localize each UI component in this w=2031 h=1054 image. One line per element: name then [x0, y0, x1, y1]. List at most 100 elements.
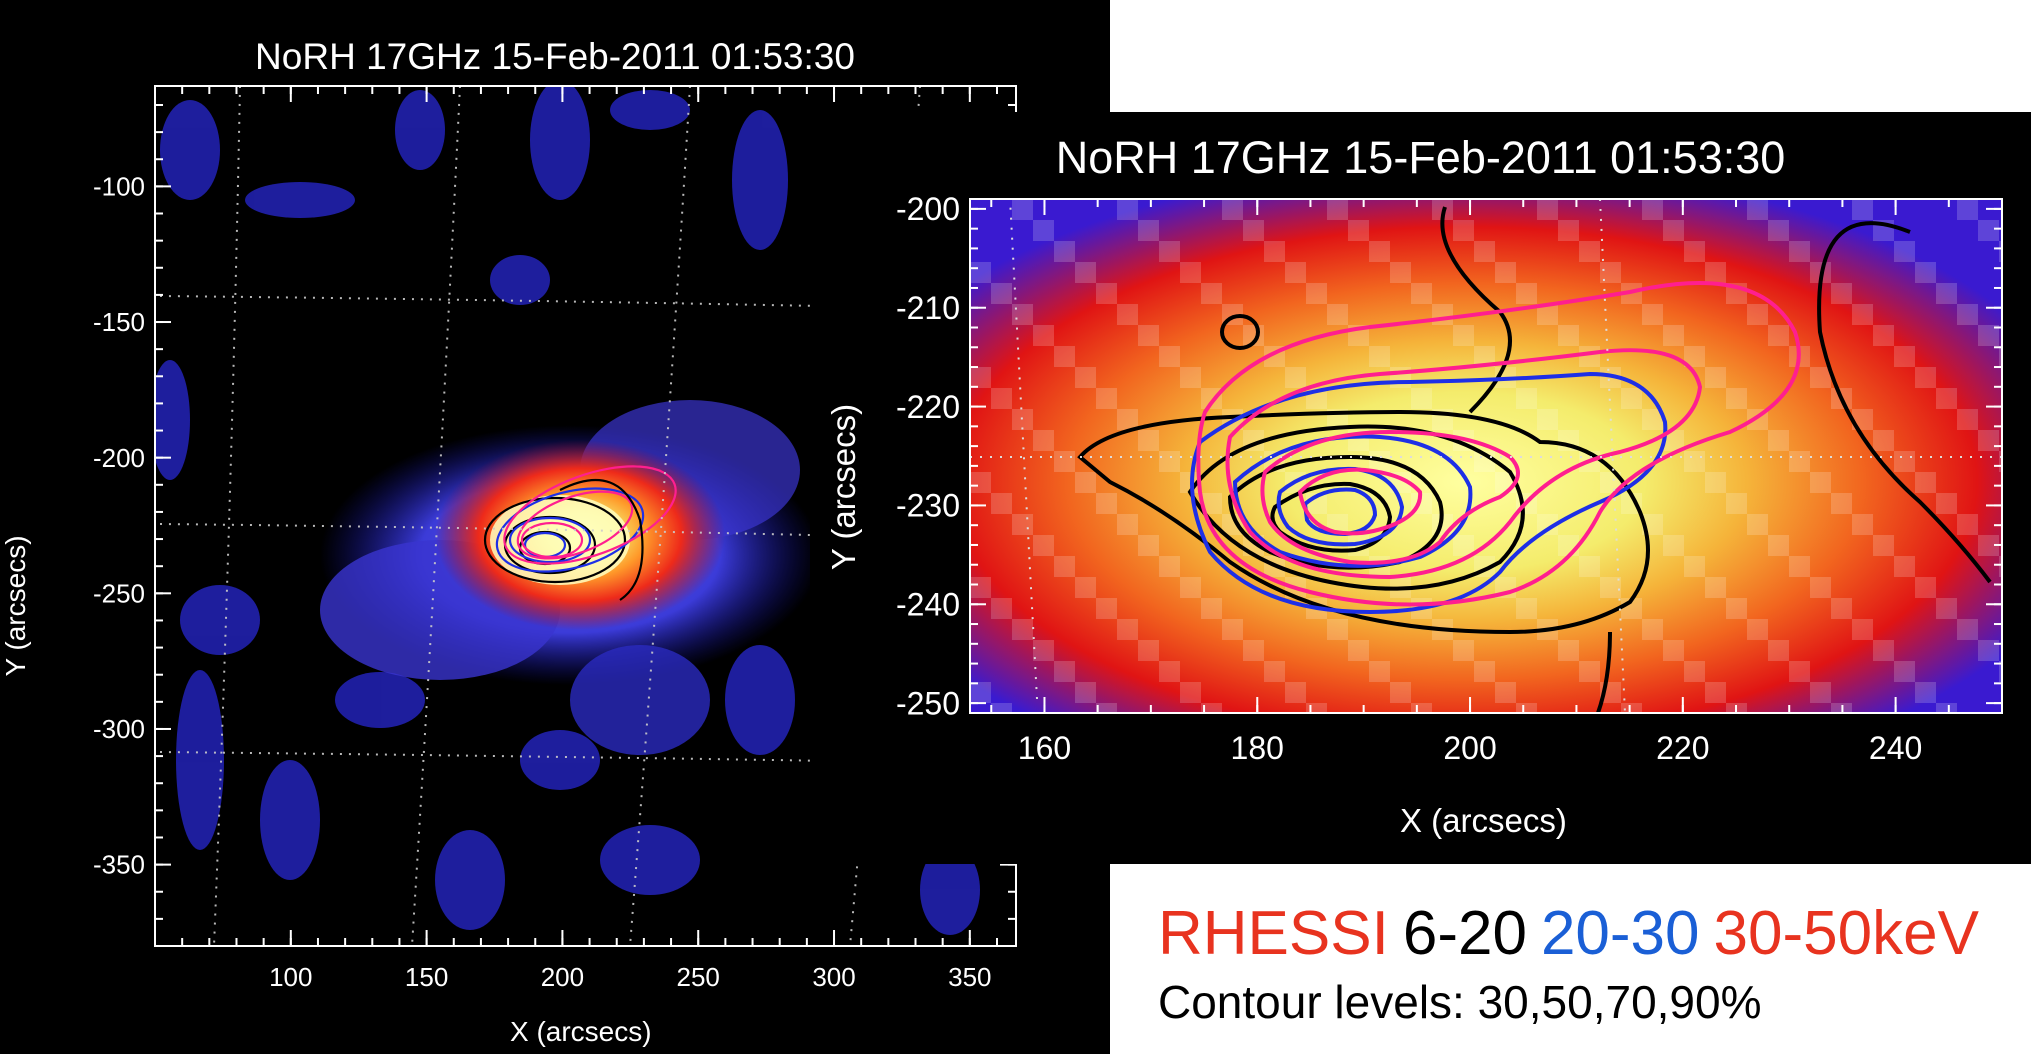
pixel-cell [1978, 535, 1999, 556]
right-zoom-panel: NoRH 17GHz 15-Feb-2011 01:53:30 [810, 112, 2031, 864]
y-tick-label: -220 [896, 389, 960, 425]
pixel-cell [1495, 262, 1516, 283]
pixel-cell [1936, 598, 1957, 619]
pixel-cell [1999, 241, 2002, 262]
pixel-cell [1999, 451, 2002, 472]
pixel-cell [1999, 661, 2002, 682]
pixel-cell [1873, 430, 1894, 451]
pixel-cell [1096, 598, 1117, 619]
pixel-cell [1453, 535, 1474, 556]
pixel-cell [1789, 661, 1810, 682]
pixel-cell [1012, 409, 1033, 430]
pixel-cell [1894, 346, 1915, 367]
pixel-cell [1642, 619, 1663, 640]
pixel-cell [1033, 640, 1054, 661]
pixel-cell [1054, 451, 1075, 472]
pixel-cell [1852, 304, 1873, 325]
pixel-cell [1369, 451, 1390, 472]
pixel-cell [970, 577, 991, 598]
pixel-cell [1852, 619, 1873, 640]
pixel-cell [1222, 514, 1243, 535]
pixel-cell [1747, 514, 1768, 535]
pixel-cell [1663, 430, 1684, 451]
legend-instrument: RHESSI [1158, 899, 1389, 968]
pixel-cell [1180, 367, 1201, 388]
pixel-cell [1054, 346, 1075, 367]
pixel-cell [1957, 409, 1978, 430]
pixel-cell [970, 262, 991, 283]
pixel-cell [1012, 514, 1033, 535]
pixel-cell [1726, 388, 1747, 409]
pixel-cell [1705, 262, 1726, 283]
y-tick-label: -230 [896, 488, 960, 524]
pixel-cell [1327, 199, 1348, 220]
pixel-cell [1894, 241, 1915, 262]
pixel-cell [1915, 682, 1936, 703]
pixel-cell [1411, 283, 1432, 304]
x-tick-label: 100 [269, 962, 312, 992]
right-y-axis-label: Y (arcsecs) [825, 403, 862, 571]
pixel-cell [1453, 325, 1474, 346]
x-tick-label: 200 [1443, 730, 1496, 766]
pixel-cell [1054, 661, 1075, 682]
pixel-cell [1579, 556, 1600, 577]
pixel-cell [1306, 283, 1327, 304]
pixel-cell [1978, 220, 1999, 241]
pixel-cell [1348, 640, 1369, 661]
pixel-cell [1537, 409, 1558, 430]
pixel-cell [1831, 598, 1852, 619]
pixel-cell [1915, 367, 1936, 388]
pixel-cell [1873, 325, 1894, 346]
pixel-cell [1012, 619, 1033, 640]
pixel-cell [1852, 514, 1873, 535]
pixel-cell [1327, 304, 1348, 325]
pixel-cell [1033, 430, 1054, 451]
x-tick-label: 150 [405, 962, 448, 992]
pixel-cell [1285, 682, 1306, 703]
pixel-cell [1936, 493, 1957, 514]
pixel-cell [1684, 661, 1705, 682]
pixel-cell [1873, 535, 1894, 556]
pixel-cell [1663, 640, 1684, 661]
pixel-cell [1747, 304, 1768, 325]
pixel-cell [1453, 640, 1474, 661]
pixel-cell [1033, 535, 1054, 556]
pixel-cell [991, 598, 1012, 619]
pixel-cell [1075, 472, 1096, 493]
pixel-cell [1705, 577, 1726, 598]
left-map-title: NoRH 17GHz 15-Feb-2011 01:53:30 [255, 36, 855, 77]
pixel-cell [1789, 556, 1810, 577]
legend: RHESSI 6-20 20-30 30-50keV Contour levels: … [1158, 895, 1993, 1029]
pixel-cell [1516, 598, 1537, 619]
pixel-cell [1117, 514, 1138, 535]
pixel-cell [1348, 220, 1369, 241]
pixel-cell [1915, 262, 1936, 283]
pixel-cell [1012, 304, 1033, 325]
pixel-cell [1810, 367, 1831, 388]
pixel-cell [1810, 682, 1831, 703]
pixel-cell [1159, 451, 1180, 472]
pixel-cell [1768, 220, 1789, 241]
x-tick-label: 180 [1231, 730, 1284, 766]
pixel-cell [1285, 262, 1306, 283]
pixel-cell [1096, 283, 1117, 304]
pixel-cell [1474, 241, 1495, 262]
pixel-cell [1390, 682, 1411, 703]
pixel-cell [1978, 430, 1999, 451]
pixel-cell [1159, 346, 1180, 367]
x-tick-label: 240 [1869, 730, 1922, 766]
pixel-cell [1600, 472, 1621, 493]
pixel-cell [1411, 388, 1432, 409]
pixel-cell [991, 388, 1012, 409]
pixel-cell [1285, 367, 1306, 388]
pixel-cell [970, 472, 991, 493]
pixel-cell [1096, 388, 1117, 409]
pixel-cell [1957, 304, 1978, 325]
pixel-cell [1033, 220, 1054, 241]
left-y-axis-label: Y (arcsecs) [0, 535, 31, 677]
y-tick-label: -300 [93, 714, 145, 744]
pixel-cell [1915, 472, 1936, 493]
pixel-cell [1516, 283, 1537, 304]
pixel-cell [1117, 409, 1138, 430]
pixel-cell [1852, 199, 1873, 220]
